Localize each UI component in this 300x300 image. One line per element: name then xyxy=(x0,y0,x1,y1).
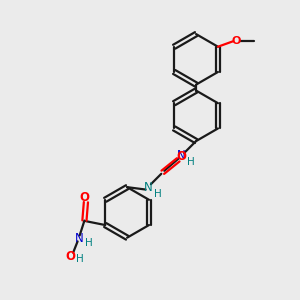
Text: O: O xyxy=(231,36,241,46)
Text: H: H xyxy=(154,189,161,199)
Text: H: H xyxy=(76,254,83,264)
Text: O: O xyxy=(177,150,187,163)
Text: N: N xyxy=(75,232,83,245)
Text: H: H xyxy=(187,158,195,167)
Text: O: O xyxy=(80,190,89,204)
Text: H: H xyxy=(85,238,92,248)
Text: N: N xyxy=(143,181,152,194)
Text: N: N xyxy=(177,149,186,162)
Text: O: O xyxy=(65,250,75,263)
